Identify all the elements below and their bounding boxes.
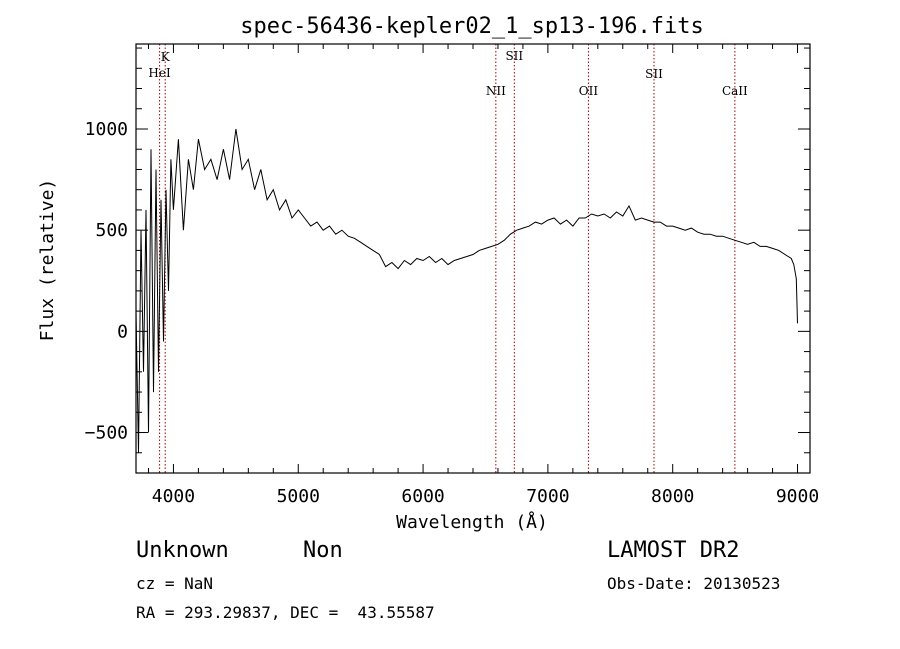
y-axis-label: Flux (relative) xyxy=(37,179,58,342)
spectral-line-label: SII xyxy=(505,49,523,63)
y-tick-label: 500 xyxy=(95,220,128,241)
x-tick-label: 4000 xyxy=(152,486,195,507)
chart-title: spec-56436-kepler02_1_sp13-196.fits xyxy=(240,14,704,39)
spectral-line-label: K xyxy=(161,50,171,64)
x-axis-label: Wavelength (Å) xyxy=(396,511,548,533)
spectral-line-label: CaII xyxy=(722,84,748,98)
observation-date: Obs-Date: 20130523 xyxy=(607,574,781,593)
object-class: Unknown xyxy=(136,538,229,563)
spectrum-line xyxy=(135,128,798,453)
y-tick-label: 1000 xyxy=(85,119,128,140)
spectral-line-label: OII xyxy=(579,84,599,98)
y-tick-label: 0 xyxy=(117,321,128,342)
coordinates: RA = 293.29837, DEC = 43.55587 xyxy=(136,603,435,622)
spectral-line-label: HeI xyxy=(148,66,171,80)
x-tick-label: 9000 xyxy=(776,486,819,507)
spectrum-series xyxy=(135,128,798,453)
spectral-line-label: SII xyxy=(645,67,663,81)
x-tick-label: 5000 xyxy=(277,486,320,507)
object-subclass: Non xyxy=(303,538,343,563)
x-tick-label: 8000 xyxy=(651,486,694,507)
plot-frame xyxy=(135,43,811,474)
spectral-line-markers: K HeI NII SII OII SII CaII xyxy=(148,44,748,473)
survey-name: LAMOST DR2 xyxy=(607,538,740,563)
x-tick-label: 6000 xyxy=(401,486,444,507)
redshift-cz: cz = NaN xyxy=(136,574,214,593)
x-tick-label: 7000 xyxy=(526,486,569,507)
axis-ticks: 4000 5000 6000 7000 8000 9000 −500 0 500 1000 xyxy=(85,44,819,507)
y-tick-label: −500 xyxy=(85,423,128,444)
spectral-line-label: NII xyxy=(486,84,506,98)
